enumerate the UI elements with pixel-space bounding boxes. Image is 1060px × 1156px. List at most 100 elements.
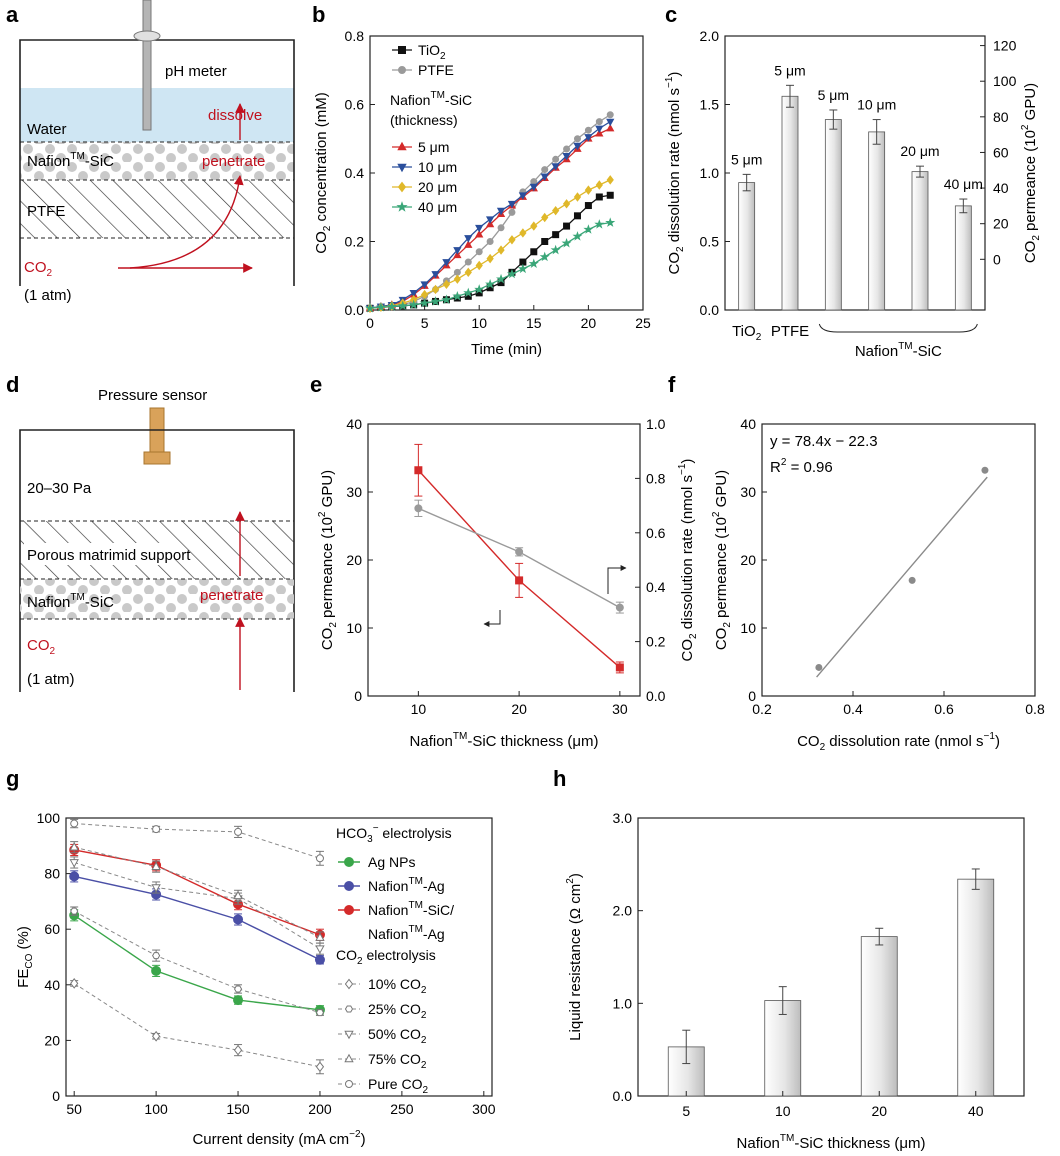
b-point — [583, 224, 594, 234]
c-ytick-label: 1.0 — [700, 165, 720, 181]
g-legend-marker — [344, 1053, 354, 1063]
pressure-label-d: (1 atm) — [27, 671, 75, 688]
b-point — [442, 259, 451, 267]
g-point — [69, 841, 79, 851]
g-legend-label: 25% CO2 — [368, 1001, 427, 1021]
f-point — [981, 466, 989, 474]
t: FE — [15, 969, 32, 988]
b-point — [584, 185, 593, 195]
g-legend-title-1: HCO3− electrolysis — [336, 823, 452, 845]
b-legend-marker — [398, 46, 406, 54]
subscript: 2 — [357, 956, 363, 967]
b-point — [475, 224, 484, 233]
f-xlabel: CO2 dissolution rate (nmol s−1) — [797, 731, 1000, 753]
text-part: CO — [313, 231, 330, 254]
b-point — [530, 221, 538, 231]
ph-meter-probe — [142, 0, 152, 131]
b-point — [541, 238, 549, 245]
g-series-line-7 — [74, 823, 321, 859]
b-legend-marker — [397, 141, 407, 151]
h-xlabel: NafionTM-SiC thickness (μm) — [737, 1133, 926, 1152]
text-part: -SiC thickness (μm) — [794, 1135, 925, 1152]
b-point — [584, 134, 593, 142]
e-rtick-label: 0.0 — [646, 688, 666, 704]
panel-letter-d: d — [6, 372, 19, 397]
t: HCO — [336, 825, 367, 841]
b-point — [430, 296, 441, 306]
text-part: Nafion — [410, 733, 453, 750]
t: CO — [713, 628, 730, 651]
t: permeance (10 — [1022, 130, 1039, 235]
s: 2 — [565, 878, 576, 884]
b-point — [541, 166, 549, 174]
b-point — [452, 291, 463, 301]
b-ytick-label: 0.0 — [345, 302, 365, 318]
s: −2 — [349, 1129, 361, 1140]
c-bar-label: 5 μm — [818, 87, 849, 103]
co2-label-d: CO2 — [27, 637, 56, 657]
h-bar — [957, 878, 995, 1097]
chart-h: 0.0 1.0 2.0 3.0 5 10 20 40 NafionTM-SiC thicknes… — [565, 810, 1025, 1152]
c-ytick-label: 0.5 — [700, 234, 720, 250]
f-ytick-label: 20 — [740, 552, 756, 568]
g-legend-marker — [344, 857, 354, 867]
h-xtick-label: 40 — [968, 1103, 984, 1119]
g-point — [69, 859, 79, 868]
b-ytick-label: 0.6 — [345, 97, 365, 113]
b-point — [517, 263, 528, 274]
plot-frame — [724, 35, 986, 311]
b-point — [573, 142, 582, 151]
superscript: TM — [780, 1133, 794, 1144]
b-point — [572, 231, 583, 241]
panel-letter-c: c — [665, 2, 677, 27]
subscript: 2 — [421, 985, 427, 996]
ph-meter-label: pH meter — [165, 63, 227, 80]
e-ylabel-right: CO2 dissolution rate (nmol s−1) — [677, 459, 699, 662]
ptfe-layer — [20, 180, 294, 238]
g-point — [152, 825, 161, 834]
b-series-line-0 — [369, 194, 611, 309]
water-layer — [20, 88, 294, 142]
t: (%) — [15, 926, 32, 954]
b-point — [474, 284, 485, 294]
nafion-sic-layer — [20, 142, 294, 180]
chart-f: 0.2 0.4 0.6 0.8 0 10 20 30 40 y = 78.4x − 22.3 R2 … — [711, 416, 1045, 753]
subscript: 2 — [756, 332, 762, 343]
f-ytick-label: 40 — [740, 416, 756, 432]
b-legend-marker — [397, 181, 407, 193]
c-bar — [781, 95, 799, 311]
g-xtick-label: 200 — [308, 1101, 332, 1117]
f-point — [815, 663, 823, 671]
superscript: TM — [430, 90, 444, 101]
t: R — [770, 459, 781, 476]
c-rtick-label: 60 — [993, 144, 1009, 160]
cell-outline — [19, 39, 295, 286]
b-xtick-label: 25 — [635, 315, 651, 331]
text-part: electrolysis — [363, 947, 436, 963]
t: dissolution rate (nmol s — [825, 733, 983, 750]
text-part: -Ag — [423, 926, 445, 942]
g-point — [151, 884, 161, 893]
b-xtick-label: 5 — [421, 315, 429, 331]
b-point — [550, 244, 561, 255]
text-part: TiO — [418, 42, 440, 58]
g-point — [315, 854, 324, 863]
e-ytick-label: 10 — [346, 620, 362, 636]
c-bar-label: 10 μm — [857, 97, 896, 113]
c-ytick-label: 0.0 — [700, 302, 720, 318]
c-bar — [824, 119, 842, 311]
ptfe-label: PTFE — [27, 203, 65, 220]
s: − — [373, 823, 379, 834]
water-label: Water — [27, 121, 66, 138]
superscript: TM — [408, 924, 422, 935]
b-legend-marker — [398, 66, 406, 74]
f-point — [908, 576, 916, 584]
t: CO — [319, 628, 336, 651]
pressure-sensor-label: Pressure sensor — [98, 387, 207, 404]
b-point — [364, 303, 376, 313]
s: −1 — [677, 463, 688, 475]
text-part: -SiC — [445, 92, 472, 108]
b-point — [497, 245, 505, 255]
e-xtick-label: 30 — [612, 701, 628, 717]
text-part: 50% CO — [368, 1026, 421, 1042]
